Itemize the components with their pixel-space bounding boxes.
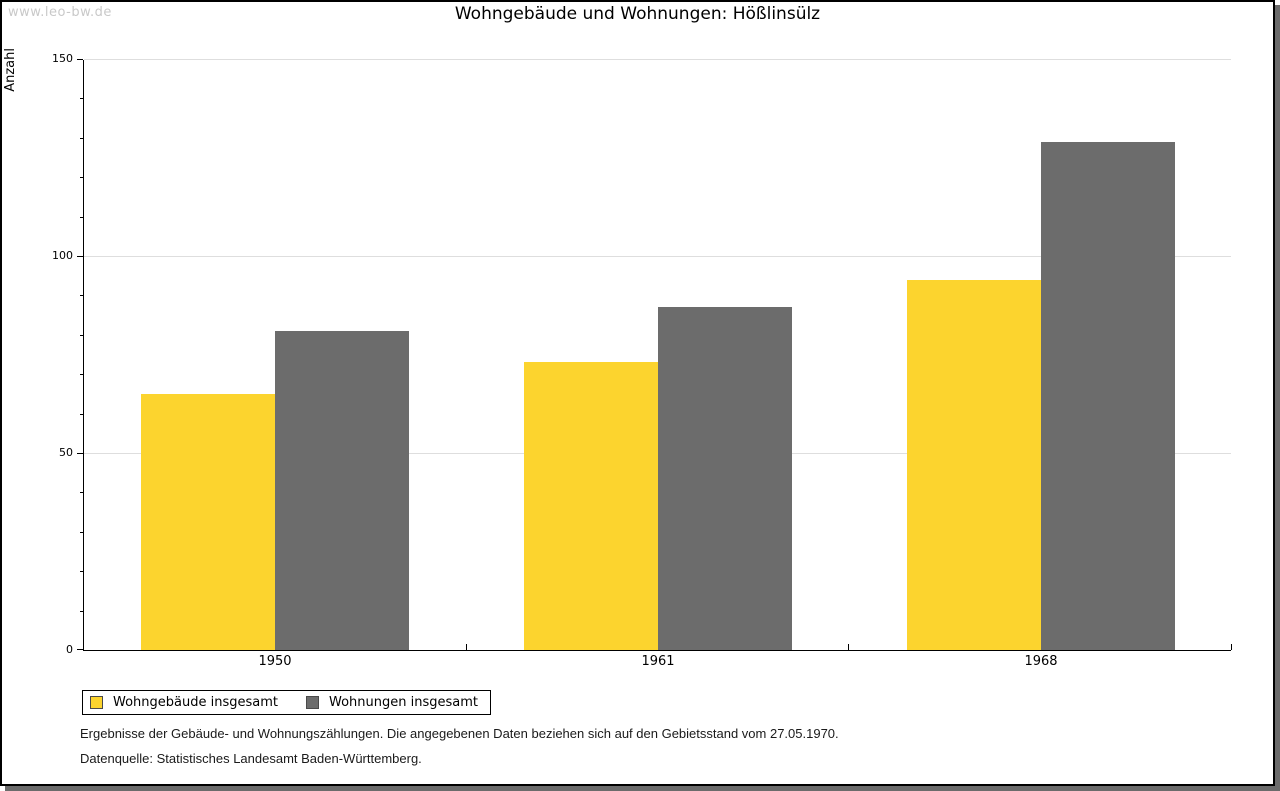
y-tick-label-50: 50 [59, 446, 73, 459]
y-minor-tick-60 [80, 414, 83, 415]
y-tick-label-100: 100 [52, 249, 73, 262]
gridline-150 [84, 59, 1231, 60]
y-minor-tick-20 [80, 571, 83, 572]
gridline-100 [84, 256, 1231, 257]
bar-wohnungen-1968 [1041, 142, 1175, 650]
bar-wohngebäude-1961 [524, 362, 658, 650]
x-tick-label-1950: 1950 [258, 654, 292, 669]
x-tick-label-1961: 1961 [641, 654, 675, 669]
y-minor-tick-80 [80, 335, 83, 336]
legend-label-wohnungen: Wohnungen insgesamt [329, 695, 478, 710]
y-minor-tick-40 [80, 492, 83, 493]
y-minor-tick-110 [80, 217, 83, 218]
footnote-text: Ergebnisse der Gebäude- und Wohnungszähl… [80, 726, 839, 741]
y-minor-tick-140 [80, 98, 83, 99]
legend-swatch-gray-icon [306, 696, 319, 709]
bar-wohngebäude-1950 [141, 394, 275, 650]
legend-item-wohnungen: Wohnungen insgesamt [306, 695, 478, 710]
legend: Wohngebäude insgesamt Wohnungen insgesam… [82, 690, 491, 715]
legend-swatch-yellow-icon [90, 696, 103, 709]
y-major-tick-50 [77, 453, 83, 454]
y-minor-tick-30 [80, 532, 83, 533]
legend-item-wohngebaeude: Wohngebäude insgesamt [90, 695, 278, 710]
y-major-tick-150 [77, 59, 83, 60]
y-minor-tick-90 [80, 295, 83, 296]
bar-wohnungen-1950 [275, 331, 409, 650]
plot-area: 0 50 100 150 1950 1961 1968 [52, 52, 1232, 669]
y-tick-label-0: 0 [66, 643, 73, 656]
bar-wohngebäude-1968 [907, 280, 1041, 650]
x-boundary-tick-1 [466, 644, 467, 650]
y-minor-tick-130 [80, 138, 83, 139]
y-minor-tick-10 [80, 611, 83, 612]
bar-wohnungen-1961 [658, 307, 792, 650]
legend-label-wohngebaeude: Wohngebäude insgesamt [113, 695, 278, 710]
page-title: Wohngebäude und Wohnungen: Hößlinsülz [454, 4, 821, 24]
y-tick-label-150: 150 [52, 52, 73, 65]
data-source-text: Datenquelle: Statistisches Landesamt Bad… [80, 751, 422, 766]
y-minor-tick-70 [80, 374, 83, 375]
y-axis-title: Anzahl [3, 48, 18, 92]
y-major-tick-100 [77, 256, 83, 257]
x-boundary-tick-2 [848, 644, 849, 650]
x-tick-label-1968: 1968 [1024, 654, 1058, 669]
x-boundary-tick-3 [1231, 644, 1232, 650]
watermark: www.leo-bw.de [8, 5, 112, 20]
y-minor-tick-120 [80, 177, 83, 178]
y-major-tick-0 [77, 649, 83, 650]
